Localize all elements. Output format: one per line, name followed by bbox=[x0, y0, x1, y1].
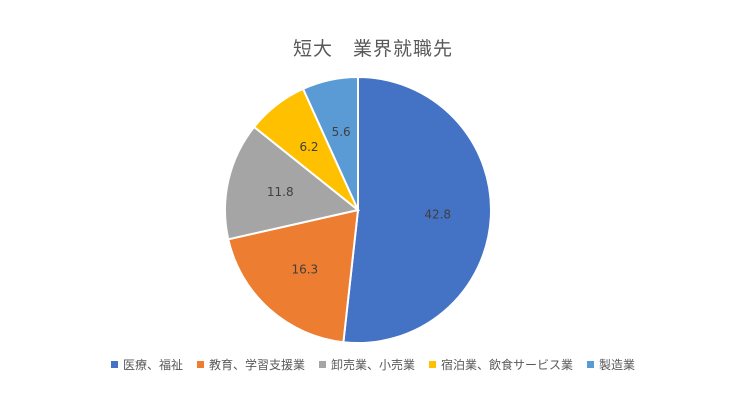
legend-item-4: 宿泊業、飲食サービス業 bbox=[429, 356, 573, 373]
legend-label: 宿泊業、飲食サービス業 bbox=[441, 358, 574, 372]
legend-swatch bbox=[587, 361, 595, 368]
pie-slice-1 bbox=[342, 75, 492, 344]
data-label-5: 5.6 bbox=[332, 125, 351, 139]
chart-legend: 医療、福祉 教育、学習支援業 卸売業、小売業 宿泊業、飲食サービス業 製造業 bbox=[0, 356, 746, 373]
data-label-4: 6.2 bbox=[299, 140, 318, 154]
pie-slice-5 bbox=[301, 75, 359, 211]
legend-label: 卸売業、小売業 bbox=[330, 358, 415, 372]
legend-item-3: 卸売業、小売業 bbox=[318, 356, 415, 373]
legend-item-5: 製造業 bbox=[587, 356, 635, 373]
pie-slice-2 bbox=[227, 208, 360, 344]
legend-item-1: 医療、福祉 bbox=[110, 356, 183, 373]
legend-label: 医療、福祉 bbox=[122, 358, 183, 372]
legend-swatch bbox=[110, 361, 118, 368]
legend-swatch bbox=[196, 361, 204, 368]
pie-slice-3 bbox=[224, 125, 361, 241]
data-label-1: 42.8 bbox=[424, 207, 451, 221]
legend-swatch bbox=[429, 361, 436, 368]
legend-label: 製造業 bbox=[599, 358, 636, 372]
legend-swatch bbox=[318, 361, 326, 368]
legend-item-2: 教育、学習支援業 bbox=[196, 356, 305, 373]
chart-title: 短大 業界就職先 bbox=[292, 38, 453, 60]
data-label-3: 11.8 bbox=[267, 185, 294, 199]
data-label-2: 16.3 bbox=[291, 262, 318, 276]
legend-label: 教育、学習支援業 bbox=[208, 358, 305, 372]
